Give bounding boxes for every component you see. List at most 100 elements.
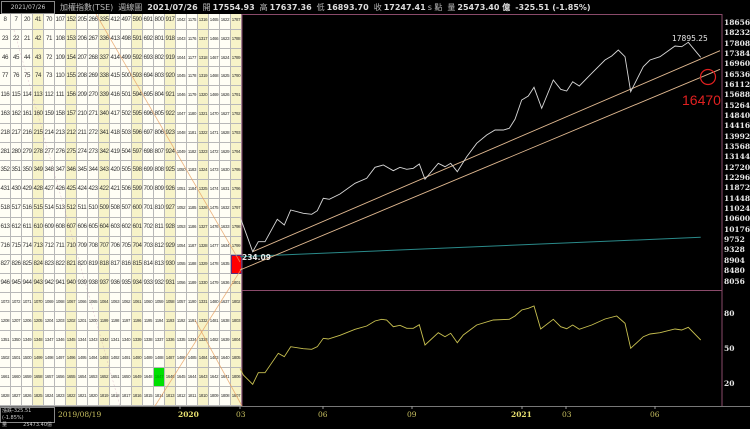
grid-cell: 1317 [198,29,209,49]
grid-cell: 811 [154,217,165,237]
grid-cell: 1658 [33,368,44,387]
grid-cell: 336 [99,29,110,49]
open-label: 開 [202,2,211,12]
grid-cell: 23 [0,29,11,49]
grid-cell: 1797 [231,199,242,218]
moving-average-line [239,236,701,258]
grid-cell: 1321 [198,105,209,124]
grid-cell: 1489 [143,349,154,369]
grid-cell: 498 [121,29,132,49]
grid-cell: 1189 [187,274,198,293]
grid-cell: 339 [99,86,110,105]
grid-cell: 934 [132,274,143,293]
grid-cell: 275 [66,142,77,162]
grid-cell: 281 [0,142,11,162]
grid-cell: 605 [88,217,99,237]
grid-cell: 1802 [231,293,242,312]
grid-cell: 1185 [187,199,198,218]
grid-cell: 510 [88,199,99,218]
time-axis-label: 2020 [178,410,199,419]
grid-cell: 933 [143,274,154,293]
grid-cell: 1661 [0,368,11,387]
grid-cell: 208 [77,67,88,87]
grid-cell: 1806 [231,368,242,387]
grid-cell: 604 [99,217,110,237]
chart-type[interactable]: 週線圖 [118,2,143,12]
grid-cell: 700 [143,180,154,199]
grid-cell: 602 [121,217,132,237]
grid-cell: 715 [11,236,22,256]
time-axis-label: 03 [236,410,246,419]
grid-cell: 280 [11,142,22,162]
grid-cell: 1324 [198,161,209,181]
grid-cell: 70 [44,11,55,30]
grid-cell: 1493 [99,349,110,369]
grid-cell: 1178 [187,67,198,87]
grid-cell: 506 [121,180,132,199]
grid-cell: 217 [11,123,22,143]
grid-cell: 936 [110,274,121,293]
date-selector[interactable]: 2021/07/26 [1,0,55,14]
index-name: 加權指數(TSE) [60,2,114,12]
grid-cell: 1632 [220,199,231,218]
grid-cell: 697 [143,123,154,143]
grid-cell: 416 [110,86,121,105]
grid-cell: 1472 [209,142,220,162]
grid-cell: 1183 [187,161,198,181]
price-axis-label: 12720 [724,162,750,172]
grid-cell: 825 [22,255,33,275]
grid-cell: 1346 [55,330,66,350]
grid-cell: 1481 [209,311,220,331]
grid-cell: 272 [88,123,99,143]
grid-cell: 1208 [0,311,11,331]
grid-cell: 1494 [88,349,99,369]
grid-cell: 1791 [231,86,242,105]
price-axis-label: 8480 [724,266,745,276]
grid-cell: 1640 [220,349,231,369]
grid-cell: 1054 [176,236,187,256]
grid-cell: 1491 [121,349,132,369]
grid-cell: 1495 [77,349,88,369]
grid-cell: 108 [55,29,66,49]
grid-cell: 1325 [198,180,209,199]
price-axis-label: 9328 [724,245,745,255]
grid-cell: 205 [77,11,88,30]
grid-cell: 1467 [209,48,220,68]
grid-cell: 163 [0,105,11,124]
grid-cell: 1819 [99,387,110,406]
grid-cell: 1319 [198,67,209,87]
grid-cell: 1322 [198,123,209,143]
grid-cell: 1660 [11,368,22,387]
grid-cell: 514 [44,199,55,218]
grid-cell: 1655 [66,368,77,387]
grid-cell: 1047 [176,105,187,124]
grid-cell: 1823 [55,387,66,406]
grid-cell: 1804 [231,330,242,350]
grid-cell: 270 [88,86,99,105]
grid-cell: 158 [55,105,66,124]
grid-cell: 209 [77,86,88,105]
grid-cell: 162 [11,105,22,124]
grid-cell: 1480 [209,293,220,312]
grid-cell: 1344 [77,330,88,350]
grid-cell: 1656 [55,368,66,387]
grid-cell: 1193 [165,311,176,331]
grid-cell: 420 [110,161,121,181]
grid-cell: 1328 [198,236,209,256]
grid-cell: 350 [22,161,33,181]
grid-cell: 1202 [66,311,77,331]
grid-cell: 346 [66,161,77,181]
grid-cell: 1059 [154,293,165,312]
grid-cell: 1197 [121,311,132,331]
grid-cell: 1653 [88,368,99,387]
trend-line [239,68,721,271]
grid-cell: 207 [77,48,88,68]
grid-cell: 414 [110,48,121,68]
grid-cell: 1176 [187,29,198,49]
grid-cell: 804 [154,86,165,105]
grid-cell: 273 [88,142,99,162]
grid-cell: 1818 [110,387,121,406]
grid-cell: 1485 [187,349,198,369]
grid-cell: 611 [22,217,33,237]
grid-cell: 511 [77,199,88,218]
